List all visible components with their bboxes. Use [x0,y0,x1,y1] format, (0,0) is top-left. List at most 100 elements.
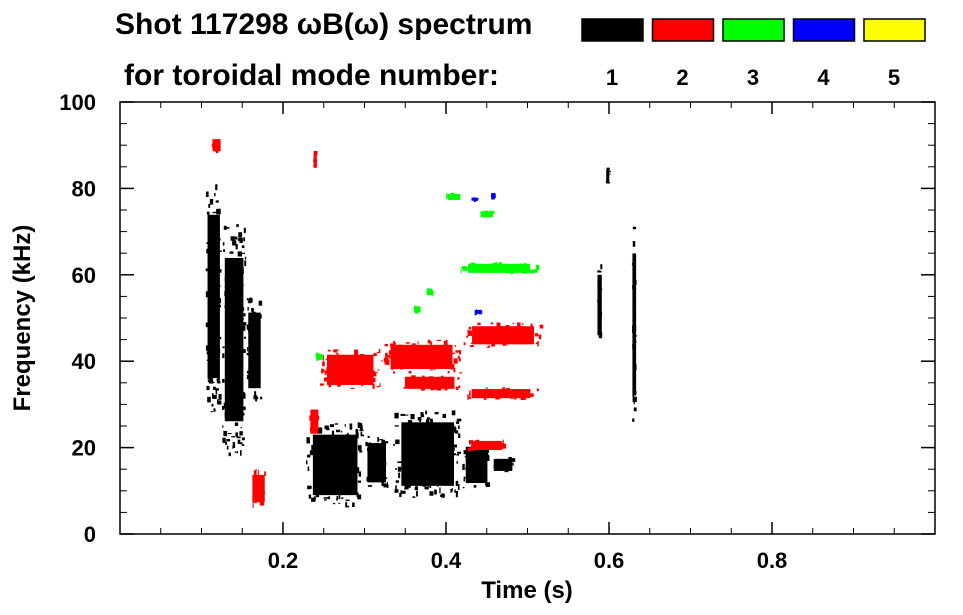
feature-speck [264,471,266,476]
feature-speck [331,430,335,437]
feature-speck [424,470,428,472]
feature-speck [248,321,252,326]
feature-speck [439,426,443,433]
feature-speck [377,466,382,471]
feature-speck [598,288,603,291]
feature-core [316,353,323,360]
feature-speck [371,445,373,449]
spectral-feature-mode-3 [480,210,495,218]
feature-speck [429,424,431,430]
spectral-feature-mode-1 [605,167,611,184]
feature-speck [312,411,314,415]
feature-speck [337,373,342,375]
feature-speck [537,335,541,337]
feature-speck [400,467,403,470]
x-axis-label: Time (s) [481,577,573,604]
feature-speck [407,365,411,369]
feature-speck [316,437,322,442]
feature-speck [222,406,225,410]
feature-speck [324,499,327,501]
feature-speck [508,327,510,330]
feature-speck [345,502,348,508]
feature-speck [475,310,480,314]
feature-speck [208,203,211,208]
feature-speck [605,180,610,184]
feature-speck [536,388,539,392]
feature-speck [215,360,218,366]
feature-speck [484,210,489,217]
feature-speck [606,173,611,175]
feature-speck [319,452,322,458]
feature-speck [333,371,339,375]
feature-speck [347,439,351,443]
feature-speck [207,376,212,380]
feature-speck [474,310,476,316]
feature-speck [226,350,231,356]
legend-label-mode-1: 1 [606,65,618,90]
feature-speck [229,251,234,254]
spectral-feature-mode-2 [313,150,318,168]
feature-speck [313,150,318,156]
feature-speck [496,322,501,329]
feature-speck [479,476,481,481]
feature-speck [209,355,214,359]
feature-speck [234,371,238,376]
feature-speck [411,375,416,380]
feature-speck [399,346,404,351]
feature-speck [434,364,436,371]
feature-speck [333,483,337,486]
feature-speck [309,427,313,432]
feature-speck [472,452,477,459]
feature-speck [255,469,258,471]
feature-speck [226,376,229,378]
legend-label-mode-2: 2 [676,65,688,90]
feature-speck [390,343,395,347]
feature-speck [485,482,491,487]
feature-speck [370,471,372,477]
feature-speck [484,389,489,394]
feature-speck [342,442,345,447]
feature-speck [318,445,322,451]
feature-speck [470,455,472,457]
feature-speck [332,442,336,445]
feature-speck [231,298,236,304]
feature-speck [323,369,325,373]
feature-speck [222,353,225,359]
feature-speck [231,414,236,421]
feature-speck [467,447,471,452]
feature-speck [478,392,483,396]
feature-speck [408,370,412,374]
feature-speck [235,333,238,337]
feature-speck [398,344,403,349]
feature-speck [377,437,380,442]
feature-speck [357,423,363,429]
feature-speck [432,292,434,297]
feature-speck [311,497,316,502]
feature-speck [212,248,217,252]
feature-speck [432,345,437,348]
feature-speck [407,357,410,360]
feature-speck [236,333,238,336]
feature-speck [597,275,600,278]
feature-speck [241,252,245,254]
feature-speck [244,260,247,267]
feature-speck [355,429,359,435]
feature-speck [313,416,317,422]
chart-title-line2: for toroidal mode number: [124,59,499,92]
feature-speck [216,139,221,142]
feature-speck [406,433,410,440]
feature-speck [328,445,332,449]
feature-speck [427,485,429,487]
feature-speck [229,283,234,288]
feature-speck [415,485,418,489]
feature-speck [455,386,459,390]
feature-speck [450,489,452,493]
feature-speck [408,466,411,472]
feature-speck [222,437,226,443]
feature-speck [233,349,237,353]
feature-speck [520,325,523,331]
feature-speck [419,419,422,423]
feature-speck [397,461,402,464]
feature-speck [207,255,211,260]
feature-speck [430,469,436,474]
